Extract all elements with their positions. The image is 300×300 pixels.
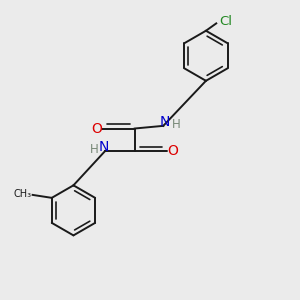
Text: O: O (167, 144, 178, 158)
Text: N: N (160, 115, 170, 129)
Text: CH₃: CH₃ (13, 189, 32, 199)
Text: O: O (92, 122, 102, 136)
Text: H: H (172, 118, 180, 131)
Text: Cl: Cl (219, 15, 232, 28)
Text: H: H (89, 143, 98, 156)
Text: N: N (99, 140, 109, 154)
